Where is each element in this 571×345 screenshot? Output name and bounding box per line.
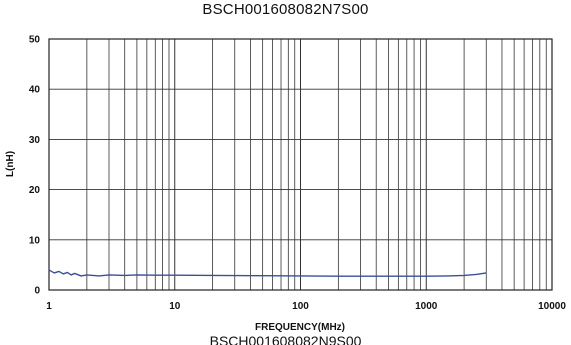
y-tick-label: 0 [34,286,40,297]
y-tick-label: 30 [29,135,41,146]
y-tick-labels: 0 10 20 30 40 50 [29,35,41,297]
x-axis-label: FREQUENCY(MHz) [255,322,345,333]
plot-frame [48,38,553,291]
chart-title: BSCH001608082N7S00 [202,1,369,18]
x-tick-label: 1000 [415,301,438,312]
x-tick-label: 1 [46,301,52,312]
x-tick-labels: 1 10 100 1000 10000 [46,301,566,312]
x-tick-label: 100 [292,301,309,312]
series-layer [48,269,487,277]
x-tick-label: 10 [169,301,181,312]
y-tick-label: 10 [29,235,41,246]
x-tick-label: 10000 [538,301,566,312]
y-tick-label: 20 [29,185,41,196]
bottom-caption: BSCH001608082N9S00 [209,333,362,345]
y-tick-label: 40 [29,85,41,96]
y-axis-label: L(nH) [5,151,16,177]
grid-lines [49,39,552,290]
series-line [48,269,487,277]
y-tick-label: 50 [29,35,41,46]
